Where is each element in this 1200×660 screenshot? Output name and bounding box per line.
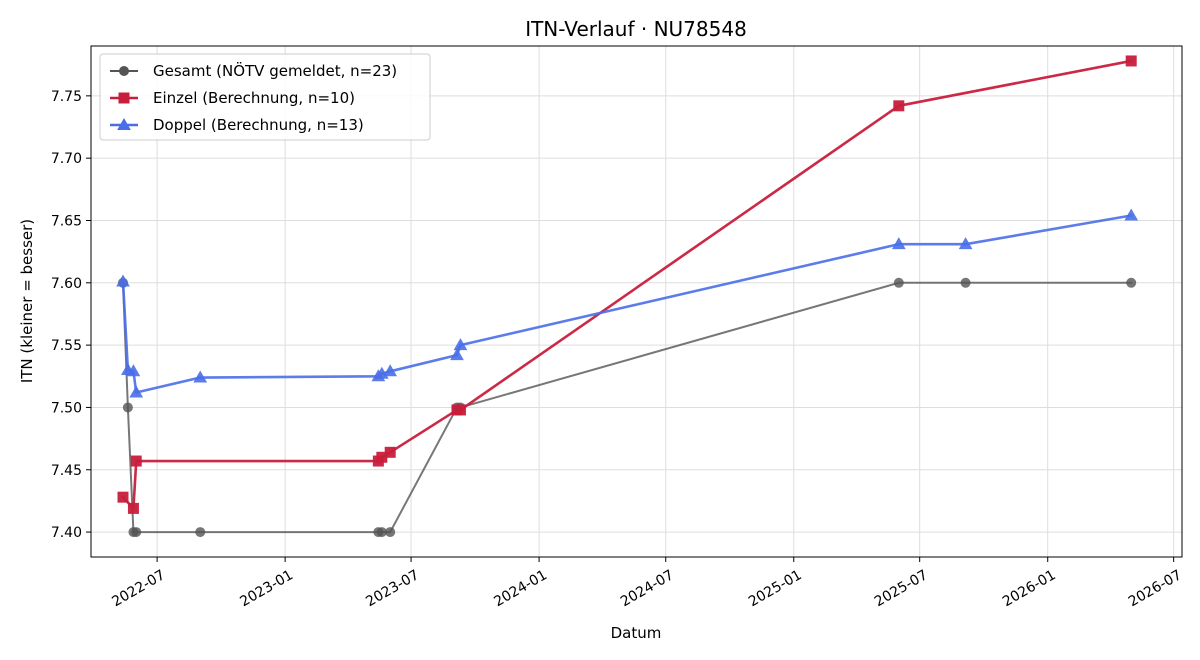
data-point	[385, 527, 396, 538]
data-point	[1126, 277, 1137, 288]
data-point	[193, 370, 208, 383]
data-point	[960, 277, 971, 288]
series-3	[116, 208, 1139, 398]
y-axis-title: ITN (kleiner = besser)	[18, 219, 36, 383]
data-point	[122, 402, 133, 413]
data-point	[383, 364, 398, 377]
legend: Gesamt (NÖTV gemeldet, n=23) Einzel (Bere…	[99, 53, 431, 141]
data-point	[1125, 55, 1137, 67]
series-layer	[116, 55, 1139, 538]
legend-box	[99, 53, 431, 141]
data-point	[1124, 208, 1139, 221]
data-point	[384, 446, 396, 458]
data-point	[131, 527, 142, 538]
data-point	[117, 491, 129, 503]
y-tick-label: 7.70	[51, 151, 82, 167]
legend-marker	[117, 117, 131, 130]
data-point	[450, 348, 464, 361]
data-point	[893, 100, 905, 112]
legend-marker	[119, 66, 129, 76]
y-tick-label: 7.60	[51, 276, 82, 292]
data-point	[453, 338, 468, 351]
data-point	[376, 527, 387, 538]
data-point	[130, 455, 142, 467]
data-point	[129, 385, 144, 398]
y-tick-label: 7.45	[51, 463, 82, 479]
legend-label: Gesamt (NÖTV gemeldet, n=23)	[153, 61, 397, 80]
plot-frame	[90, 45, 1183, 558]
y-tick-label: 7.65	[51, 213, 82, 229]
legend-label: Doppel (Berechnung, n=13)	[153, 116, 364, 134]
data-point	[891, 237, 906, 250]
y-tick-label: 7.55	[51, 338, 82, 354]
y-tick-label: 7.75	[51, 89, 82, 105]
y-tick-label: 7.40	[51, 525, 82, 541]
data-point	[126, 364, 141, 377]
data-point	[958, 237, 973, 250]
legend-marker	[118, 92, 130, 104]
x-axis-title: Datum	[611, 624, 662, 642]
data-point	[454, 404, 466, 416]
data-point	[893, 277, 904, 288]
series-2	[117, 55, 1137, 514]
data-point	[127, 502, 139, 514]
y-tick-label: 7.50	[51, 400, 82, 416]
data-point	[116, 274, 130, 287]
legend-label: Einzel (Berechnung, n=10)	[153, 89, 355, 107]
chart-title: ITN-Verlauf · NU78548	[525, 17, 747, 41]
data-point	[195, 527, 206, 538]
